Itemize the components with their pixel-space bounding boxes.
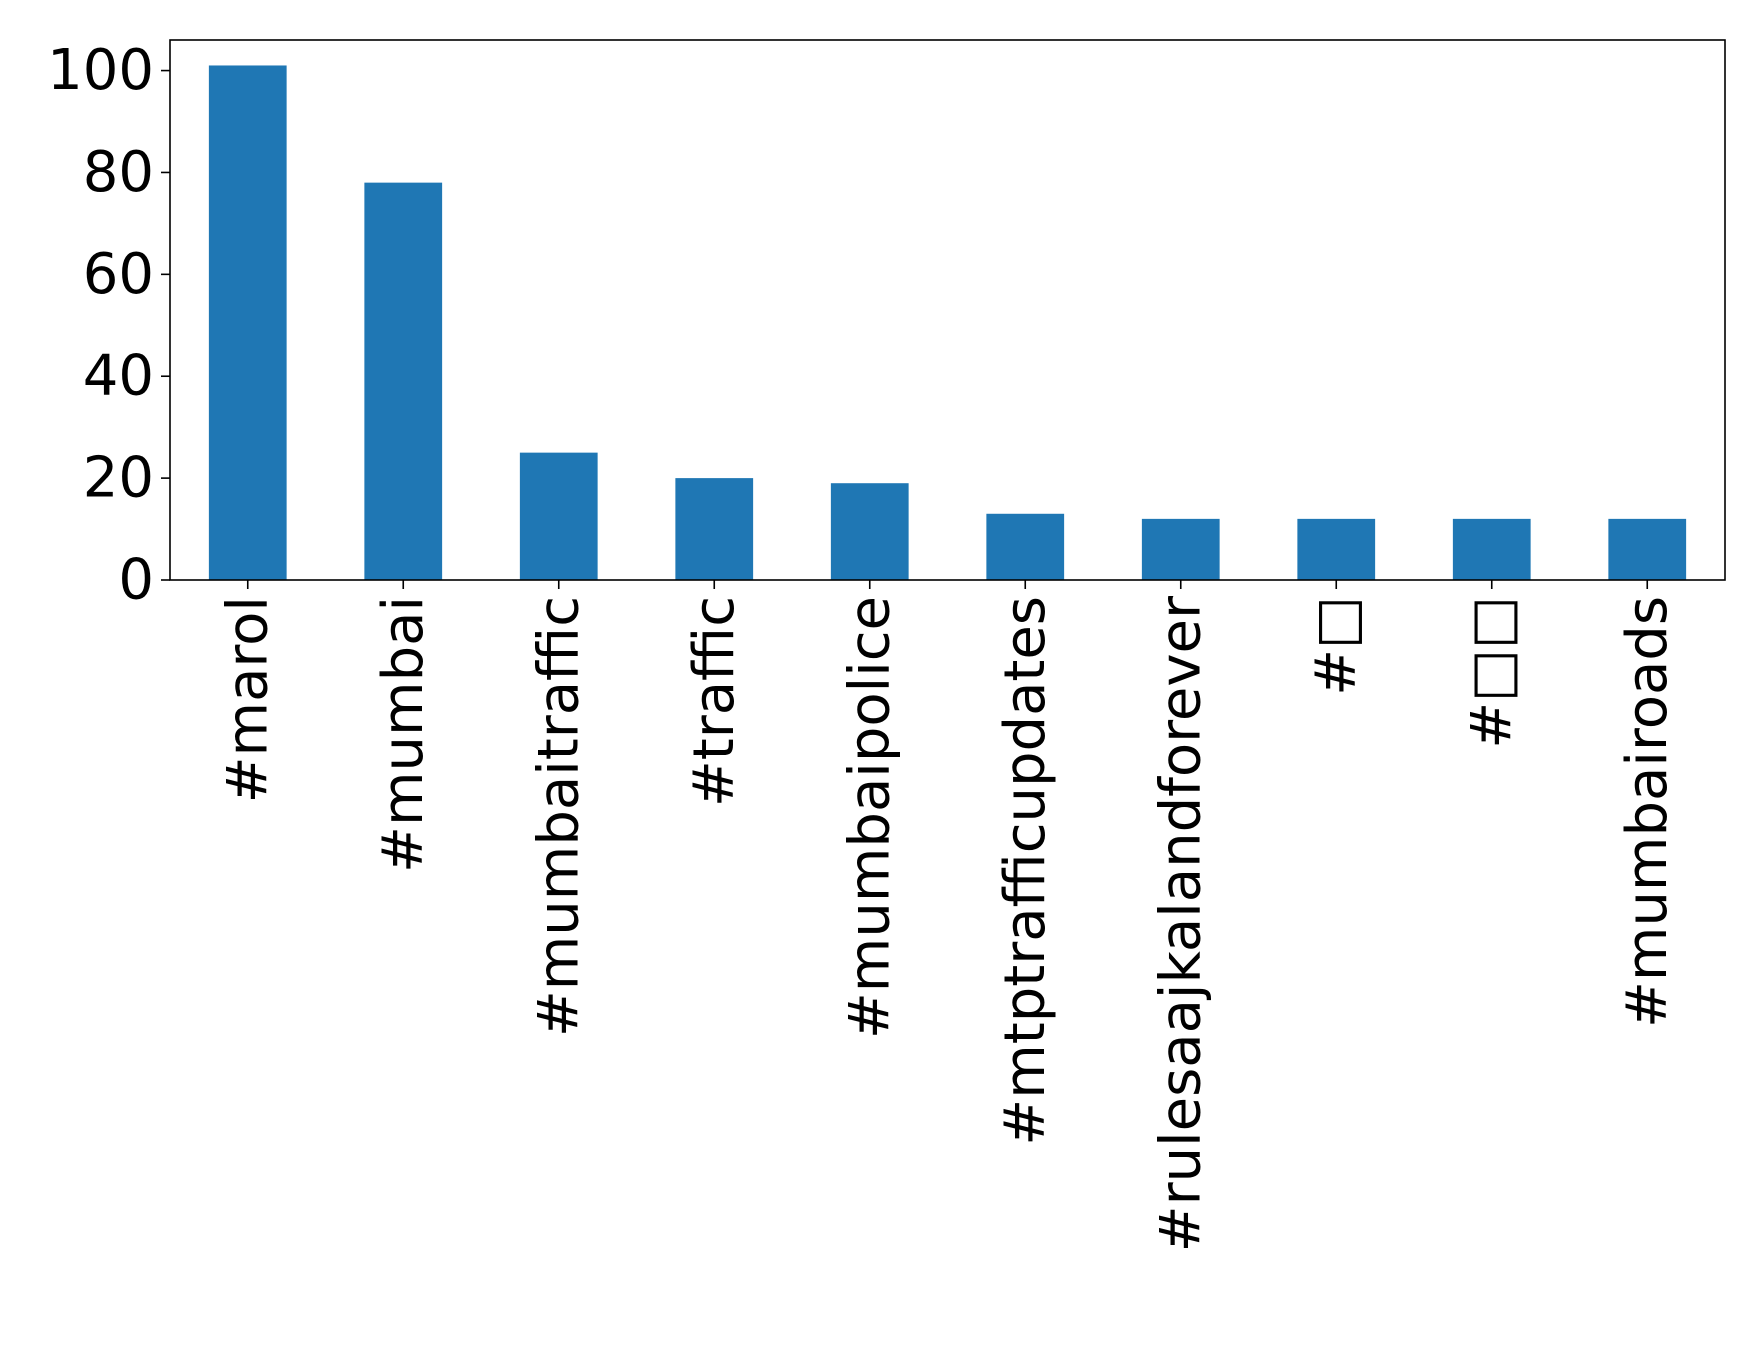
bars-group bbox=[208, 65, 1687, 581]
bar-9 bbox=[1452, 518, 1531, 580]
bar-5 bbox=[830, 483, 909, 580]
bar-3 bbox=[519, 452, 598, 580]
bar-8 bbox=[1297, 518, 1376, 580]
bar-1 bbox=[208, 65, 287, 581]
x-tick-label: #marol bbox=[215, 596, 280, 803]
bar-4 bbox=[675, 478, 754, 580]
x-tick-label: #mumbai bbox=[371, 596, 436, 873]
y-tick-label: 100 bbox=[47, 38, 154, 103]
bar-2 bbox=[364, 182, 443, 580]
x-tick-label: #mtptrafficupdates bbox=[993, 596, 1058, 1146]
y-tick-label: 40 bbox=[83, 344, 154, 409]
x-tick-label: #mumbaitraffic bbox=[526, 596, 591, 1037]
y-tick-label: 20 bbox=[83, 446, 154, 511]
x-tick-label: #mumbaipolice bbox=[837, 596, 902, 1039]
bar-7 bbox=[1141, 518, 1220, 580]
x-tick-label: #traffic bbox=[682, 596, 747, 807]
y-axis-ticks: 0 20 40 60 80 100 bbox=[47, 38, 170, 613]
x-tick-label: #mumbairoads bbox=[1615, 596, 1680, 1028]
x-tick-label: #□□ bbox=[1459, 596, 1524, 749]
plot-frame bbox=[169, 39, 1726, 581]
x-tick-label: #rulesaajkalandforever bbox=[1148, 595, 1213, 1252]
bar-6 bbox=[986, 513, 1065, 580]
y-tick-label: 80 bbox=[83, 140, 154, 205]
y-tick-label: 0 bbox=[118, 548, 154, 613]
x-tick-label: #□ bbox=[1304, 596, 1369, 696]
y-tick-label: 60 bbox=[83, 242, 154, 307]
x-axis-ticks: #marol #mumbai #mumbaitraffic #traffic #mumb… bbox=[215, 580, 1680, 1252]
bar-10 bbox=[1608, 518, 1687, 580]
